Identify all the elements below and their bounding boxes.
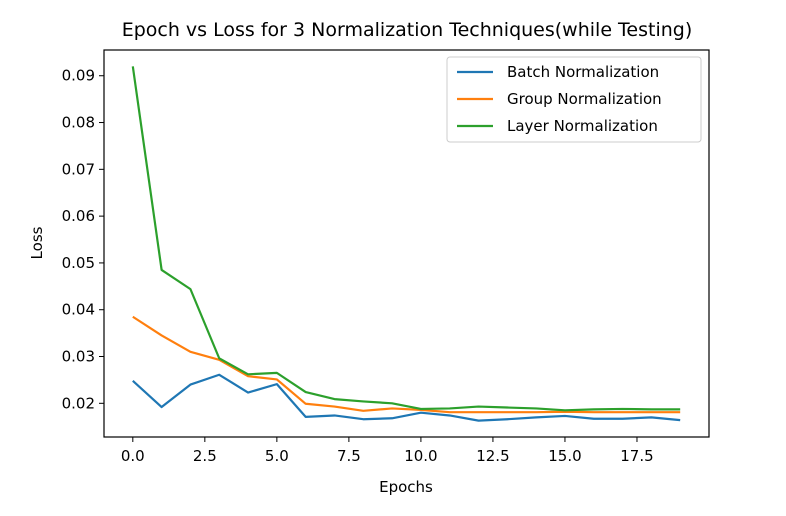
y-tick-label: 0.08 bbox=[62, 114, 95, 132]
y-axis: 0.02 0.03 0.04 0.05 0.06 0.07 0.08 0.09 bbox=[62, 67, 104, 412]
x-tick-label: 2.5 bbox=[193, 447, 217, 465]
y-tick-label: 0.09 bbox=[62, 67, 95, 85]
x-tick-label: 5.0 bbox=[265, 447, 289, 465]
x-axis: 0.0 2.5 5.0 7.5 10.0 12.5 15.0 17.5 bbox=[121, 437, 654, 465]
legend: Batch Normalization Group Normalization La… bbox=[446, 56, 702, 143]
y-tick-label: 0.06 bbox=[62, 207, 95, 225]
y-tick-label: 0.02 bbox=[62, 394, 95, 412]
legend-label-group-normalization: Group Normalization bbox=[507, 90, 662, 108]
x-tick-label: 15.0 bbox=[548, 447, 581, 465]
y-axis-label: Loss bbox=[28, 226, 46, 259]
x-axis-label: Epochs bbox=[379, 478, 433, 496]
x-tick-label: 7.5 bbox=[337, 447, 361, 465]
series-line-layer-normalization bbox=[131, 66, 681, 412]
y-tick-label: 0.04 bbox=[62, 301, 95, 319]
series-line-group-normalization bbox=[132, 315, 681, 414]
y-tick-label: 0.07 bbox=[62, 160, 95, 178]
legend-box bbox=[446, 56, 702, 143]
legend-label-batch-normalization: Batch Normalization bbox=[507, 63, 659, 81]
x-tick-label: 10.0 bbox=[404, 447, 437, 465]
plot-frame bbox=[103, 49, 710, 438]
x-tick-label: 12.5 bbox=[476, 447, 509, 465]
series-line-batch-normalization bbox=[132, 373, 681, 422]
x-tick-label: 0.0 bbox=[121, 447, 145, 465]
chart-title: Epoch vs Loss for 3 Normalization Techni… bbox=[122, 19, 693, 41]
y-tick-label: 0.03 bbox=[62, 348, 95, 366]
x-tick-label: 17.5 bbox=[620, 447, 653, 465]
plot-lines bbox=[131, 66, 681, 422]
legend-label-layer-normalization: Layer Normalization bbox=[507, 117, 658, 135]
y-tick-label: 0.05 bbox=[62, 254, 95, 272]
